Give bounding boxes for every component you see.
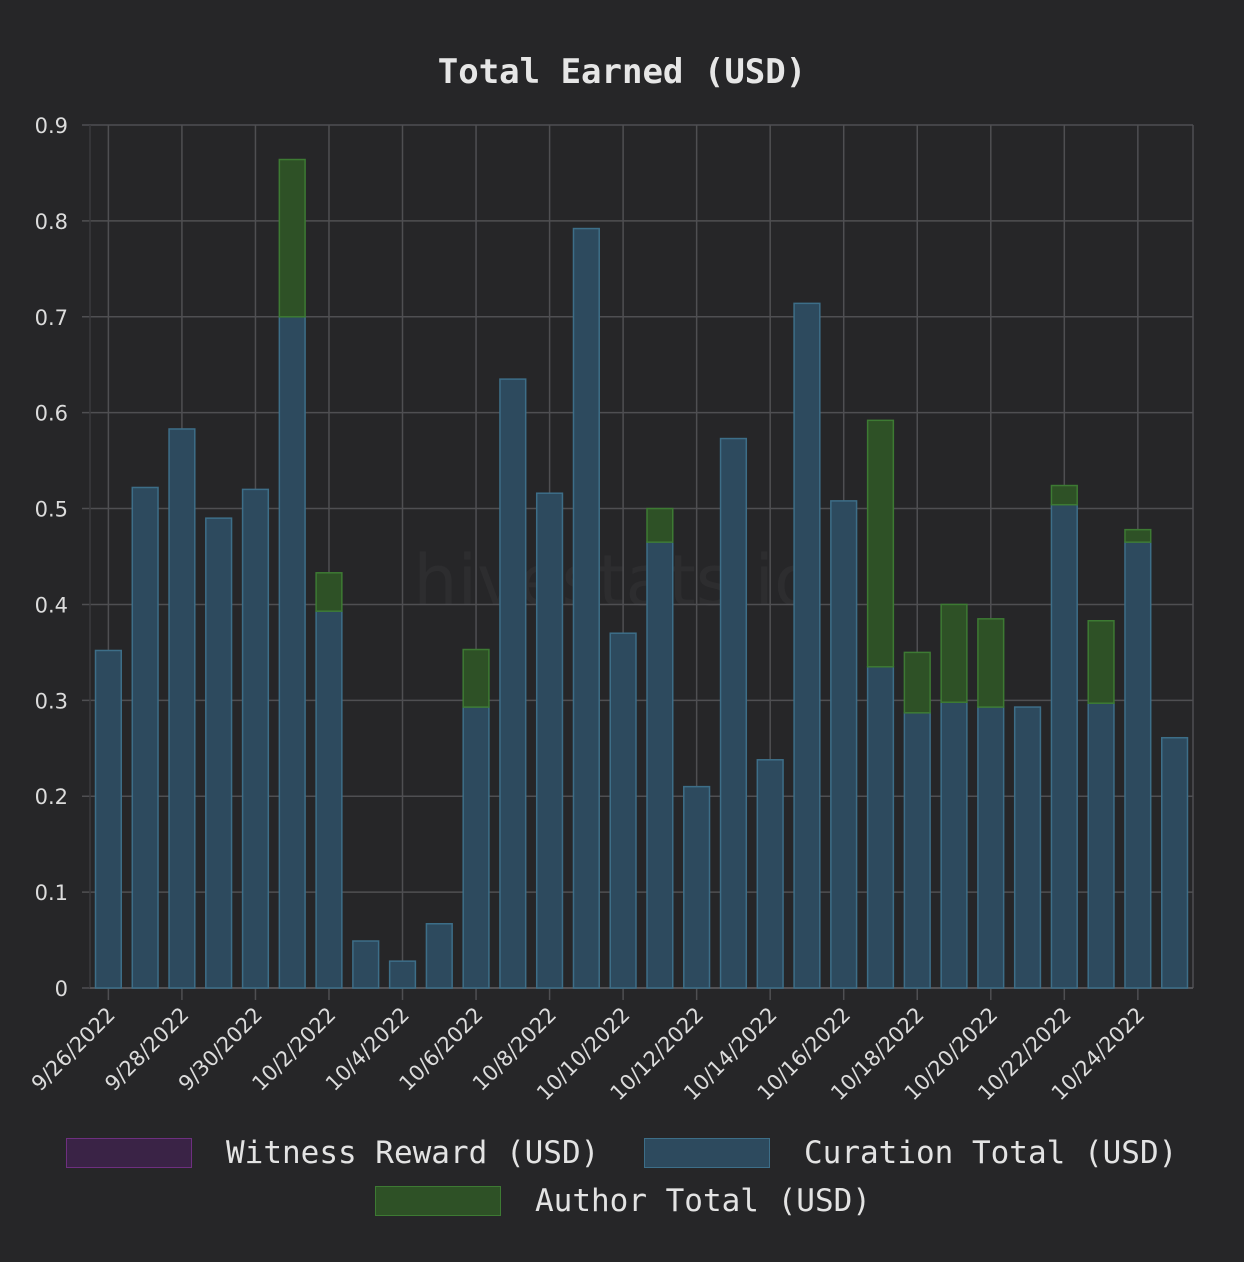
bar-curation bbox=[609, 632, 637, 989]
bar-curation bbox=[499, 378, 527, 989]
bar-curation bbox=[1160, 736, 1189, 989]
bar-curation bbox=[462, 706, 490, 989]
bar-curation bbox=[830, 500, 858, 989]
y-tick-label: 0 bbox=[55, 977, 68, 1001]
bar-curation bbox=[866, 666, 895, 989]
bar-curation bbox=[425, 923, 453, 989]
legend-swatch-witness bbox=[66, 1138, 192, 1168]
y-tick-label: 0.9 bbox=[35, 114, 68, 138]
bar-curation bbox=[719, 437, 748, 989]
bar-curation bbox=[1124, 541, 1152, 989]
y-tick-label: 0.3 bbox=[35, 689, 68, 713]
bar-author bbox=[646, 507, 674, 543]
bar-curation bbox=[278, 316, 306, 989]
bar-curation bbox=[903, 712, 931, 989]
bar-curation bbox=[793, 302, 821, 989]
bar-curation bbox=[977, 706, 1005, 989]
bar-curation bbox=[241, 488, 270, 989]
bar-author bbox=[1087, 619, 1115, 704]
bar-curation bbox=[388, 960, 417, 989]
bar-author bbox=[940, 603, 968, 704]
bar-curation bbox=[756, 759, 784, 989]
y-tick-label: 0.5 bbox=[35, 498, 68, 522]
bar-curation bbox=[205, 517, 233, 989]
legend-label-curation: Curation Total (USD) bbox=[804, 1135, 1178, 1171]
bar-curation bbox=[315, 610, 343, 989]
legend-swatch-author bbox=[375, 1186, 501, 1216]
bar-author bbox=[1050, 484, 1078, 506]
y-tick-label: 0.1 bbox=[35, 881, 68, 905]
bar-author bbox=[462, 648, 490, 708]
y-tick-label: 0.8 bbox=[35, 210, 68, 234]
bar-curation bbox=[352, 940, 380, 989]
bar-author bbox=[866, 419, 895, 668]
bar-curation bbox=[1050, 503, 1078, 989]
bar-curation bbox=[94, 649, 123, 989]
bar-curation bbox=[535, 492, 564, 989]
bar-curation bbox=[940, 701, 968, 989]
chart-title: Total Earned (USD) bbox=[437, 52, 807, 92]
bar-curation bbox=[168, 428, 196, 989]
y-tick-label: 0.7 bbox=[35, 306, 68, 330]
legend-row-1: Witness Reward (USD) Curation Total (USD… bbox=[0, 1133, 1244, 1177]
y-tick-label: 0.6 bbox=[35, 402, 68, 426]
bar-author bbox=[977, 618, 1005, 708]
bar-author bbox=[315, 572, 343, 612]
bar-curation bbox=[131, 486, 159, 989]
bar-curation bbox=[1087, 702, 1115, 989]
bar-curation bbox=[683, 785, 711, 989]
bar-author bbox=[903, 651, 931, 714]
bar-curation bbox=[572, 227, 600, 989]
legend-label-author: Author Total (USD) bbox=[535, 1183, 871, 1219]
bar-curation bbox=[646, 541, 674, 989]
bar-author bbox=[1124, 528, 1152, 543]
legend-row-2: Author Total (USD) bbox=[0, 1181, 1244, 1225]
y-tick-label: 0.4 bbox=[35, 593, 68, 617]
bar-curation bbox=[1013, 706, 1042, 989]
bar-author bbox=[278, 158, 306, 318]
legend-swatch-curation bbox=[644, 1138, 770, 1168]
legend-label-witness: Witness Reward (USD) bbox=[226, 1135, 600, 1171]
y-tick-label: 0.2 bbox=[35, 785, 68, 809]
